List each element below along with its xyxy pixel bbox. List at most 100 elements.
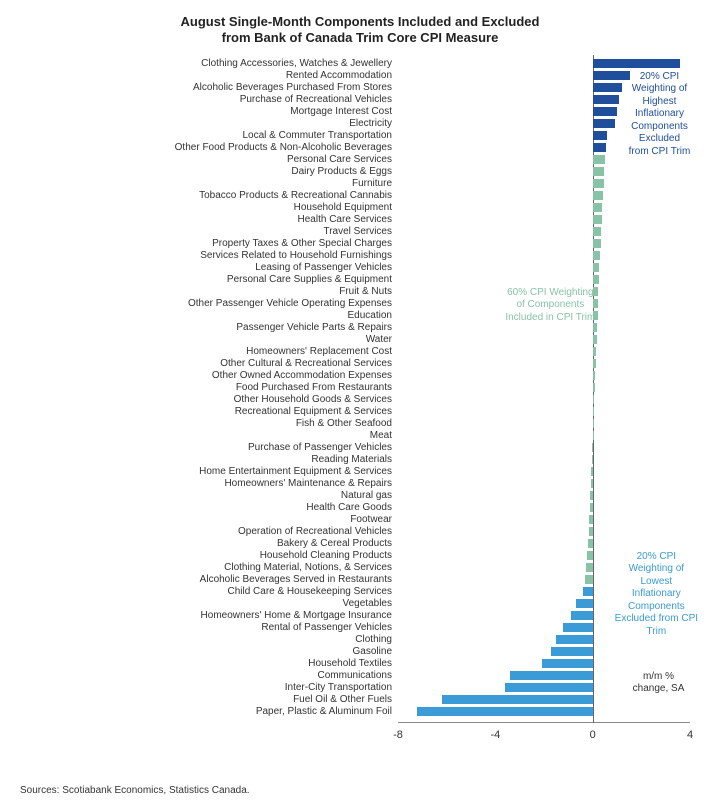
category-label: Furniture	[352, 178, 392, 189]
category-label: Homeowners' Replacement Cost	[246, 346, 392, 357]
category-label: Household Cleaning Products	[260, 550, 392, 561]
bar	[593, 155, 605, 164]
category-label: Clothing Accessories, Watches & Jeweller…	[201, 58, 392, 69]
x-tick: -4	[490, 729, 500, 741]
bar	[591, 467, 592, 476]
bar	[593, 275, 599, 284]
category-label: Other Cultural & Recreational Services	[220, 358, 392, 369]
category-label: Homeowners' Home & Mortgage Insurance	[201, 610, 392, 621]
category-label: Household Textiles	[308, 658, 392, 669]
chart-title: August Single-Month Components Included …	[20, 14, 700, 47]
bar	[593, 263, 600, 272]
x-tick: -8	[393, 729, 403, 741]
category-label: Alcoholic Beverages Served in Restaurant…	[200, 574, 392, 585]
bar	[588, 539, 592, 548]
bar	[593, 119, 615, 128]
category-label: Vegetables	[343, 598, 393, 609]
category-label: Clothing	[355, 634, 392, 645]
bar	[417, 707, 592, 716]
category-label: Household Equipment	[294, 202, 392, 213]
chart-container: August Single-Month Components Included …	[0, 0, 720, 802]
bar	[593, 167, 605, 176]
bar	[593, 143, 606, 152]
bar	[510, 671, 593, 680]
bar	[505, 683, 593, 692]
category-label: Alcoholic Beverages Purchased From Store…	[193, 82, 392, 93]
bar	[593, 95, 620, 104]
bar	[589, 515, 592, 524]
sources-text: Sources: Scotiabank Economics, Statistic…	[20, 785, 250, 796]
bar	[593, 335, 597, 344]
bar	[592, 455, 593, 464]
bar	[593, 71, 631, 80]
bar	[590, 503, 593, 512]
category-label: Education	[348, 310, 392, 321]
category-label: Other Food Products & Non-Alcoholic Beve…	[175, 142, 392, 153]
category-label: Mortgage Interest Cost	[290, 106, 392, 117]
category-label: Rented Accommodation	[286, 70, 392, 81]
bar	[593, 359, 596, 368]
bar	[593, 107, 617, 116]
title-line-2: from Bank of Canada Trim Core CPI Measur…	[222, 30, 499, 45]
category-label: Travel Services	[323, 226, 392, 237]
chart-area: -8-404 Clothing Accessories, Watches & J…	[20, 55, 700, 755]
category-label: Health Care Services	[298, 214, 392, 225]
category-label: Paper, Plastic & Aluminum Foil	[256, 706, 392, 717]
category-label: Personal Care Supplies & Equipment	[227, 274, 392, 285]
bar	[593, 83, 622, 92]
category-label: Natural gas	[341, 490, 392, 501]
bar	[593, 419, 594, 428]
bar	[593, 179, 604, 188]
bar	[593, 239, 601, 248]
bar	[593, 215, 602, 224]
category-label: Child Care & Housekeeping Services	[227, 586, 392, 597]
bar	[593, 347, 596, 356]
annotation: 20% CPIWeighting ofLowestInflationaryCom…	[615, 551, 698, 639]
category-label: Fruit & Nuts	[339, 286, 392, 297]
category-label: Operation of Recreational Vehicles	[238, 526, 392, 537]
category-label: Property Taxes & Other Special Charges	[212, 238, 392, 249]
bar	[593, 371, 595, 380]
bar	[551, 647, 592, 656]
bar	[571, 611, 593, 620]
axis-note: m/m %change, SA	[633, 671, 685, 695]
bar	[542, 659, 593, 668]
category-label: Leasing of Passenger Vehicles	[255, 262, 392, 273]
bar	[556, 635, 593, 644]
category-label: Rental of Passenger Vehicles	[261, 622, 392, 633]
bar	[585, 575, 592, 584]
category-label: Clothing Material, Notions, & Services	[224, 562, 392, 573]
bar	[591, 479, 593, 488]
bar	[589, 527, 593, 536]
category-label: Local & Commuter Transportation	[242, 130, 392, 141]
annotation: 20% CPIWeighting ofHighestInflationaryCo…	[629, 71, 691, 159]
bar	[593, 395, 594, 404]
bar	[593, 191, 603, 200]
category-label: Homeowners' Maintenance & Repairs	[224, 478, 392, 489]
annotation: 60% CPI Weightingof ComponentsIncluded i…	[505, 287, 595, 325]
category-label: Dairy Products & Eggs	[291, 166, 392, 177]
category-label: Bakery & Cereal Products	[277, 538, 392, 549]
category-label: Personal Care Services	[287, 154, 392, 165]
x-tick: 0	[590, 729, 596, 741]
x-axis-line	[398, 722, 690, 723]
category-label: Health Care Goods	[306, 502, 392, 513]
category-label: Communications	[318, 670, 392, 681]
category-label: Meat	[370, 430, 392, 441]
bar	[442, 695, 593, 704]
bar	[593, 407, 594, 416]
bar	[593, 131, 608, 140]
bar	[590, 491, 592, 500]
bar	[593, 251, 600, 260]
bar	[592, 443, 593, 452]
category-label: Fuel Oil & Other Fuels	[293, 694, 392, 705]
category-label: Food Purchased From Restaurants	[236, 382, 392, 393]
category-label: Water	[366, 334, 392, 345]
bar	[593, 383, 595, 392]
category-label: Tobacco Products & Recreational Cannabis	[199, 190, 392, 201]
category-label: Services Related to Household Furnishing…	[200, 250, 392, 261]
category-label: Home Entertainment Equipment & Services	[199, 466, 392, 477]
category-label: Purchase of Recreational Vehicles	[240, 94, 392, 105]
category-label: Recreational Equipment & Services	[235, 406, 392, 417]
category-label: Electricity	[349, 118, 392, 129]
